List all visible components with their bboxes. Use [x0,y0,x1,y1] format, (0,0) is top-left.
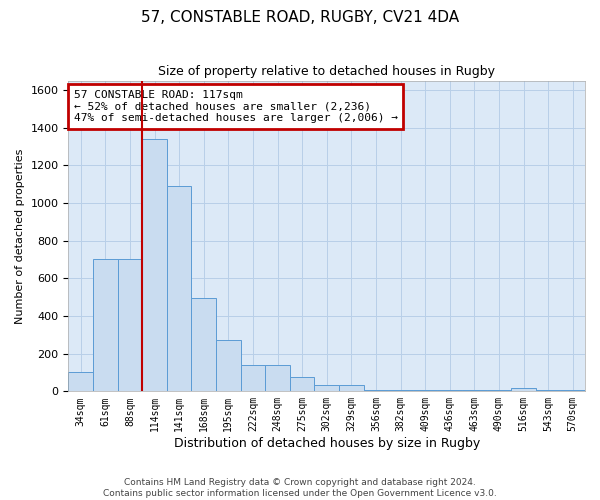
Title: Size of property relative to detached houses in Rugby: Size of property relative to detached ho… [158,65,495,78]
Bar [93,260,118,392]
Bar [142,139,167,392]
Text: 57 CONSTABLE ROAD: 117sqm
← 52% of detached houses are smaller (2,236)
47% of se: 57 CONSTABLE ROAD: 117sqm ← 52% of detac… [74,90,398,123]
Text: 57, CONSTABLE ROAD, RUGBY, CV21 4DA: 57, CONSTABLE ROAD, RUGBY, CV21 4DA [141,10,459,25]
Bar [437,390,462,392]
Bar [118,260,142,392]
Bar [216,340,241,392]
Y-axis label: Number of detached properties: Number of detached properties [15,148,25,324]
Bar [68,372,93,392]
Bar [511,388,536,392]
Bar [560,390,585,392]
Bar [413,390,437,392]
X-axis label: Distribution of detached houses by size in Rugby: Distribution of detached houses by size … [173,437,480,450]
Bar [462,390,487,392]
Bar [487,390,511,392]
Bar [536,390,560,392]
Bar [339,384,364,392]
Bar [241,365,265,392]
Bar [364,390,388,392]
Bar [314,384,339,392]
Bar [388,390,413,392]
Text: Contains HM Land Registry data © Crown copyright and database right 2024.
Contai: Contains HM Land Registry data © Crown c… [103,478,497,498]
Bar [265,365,290,392]
Bar [191,298,216,392]
Bar [290,377,314,392]
Bar [167,186,191,392]
